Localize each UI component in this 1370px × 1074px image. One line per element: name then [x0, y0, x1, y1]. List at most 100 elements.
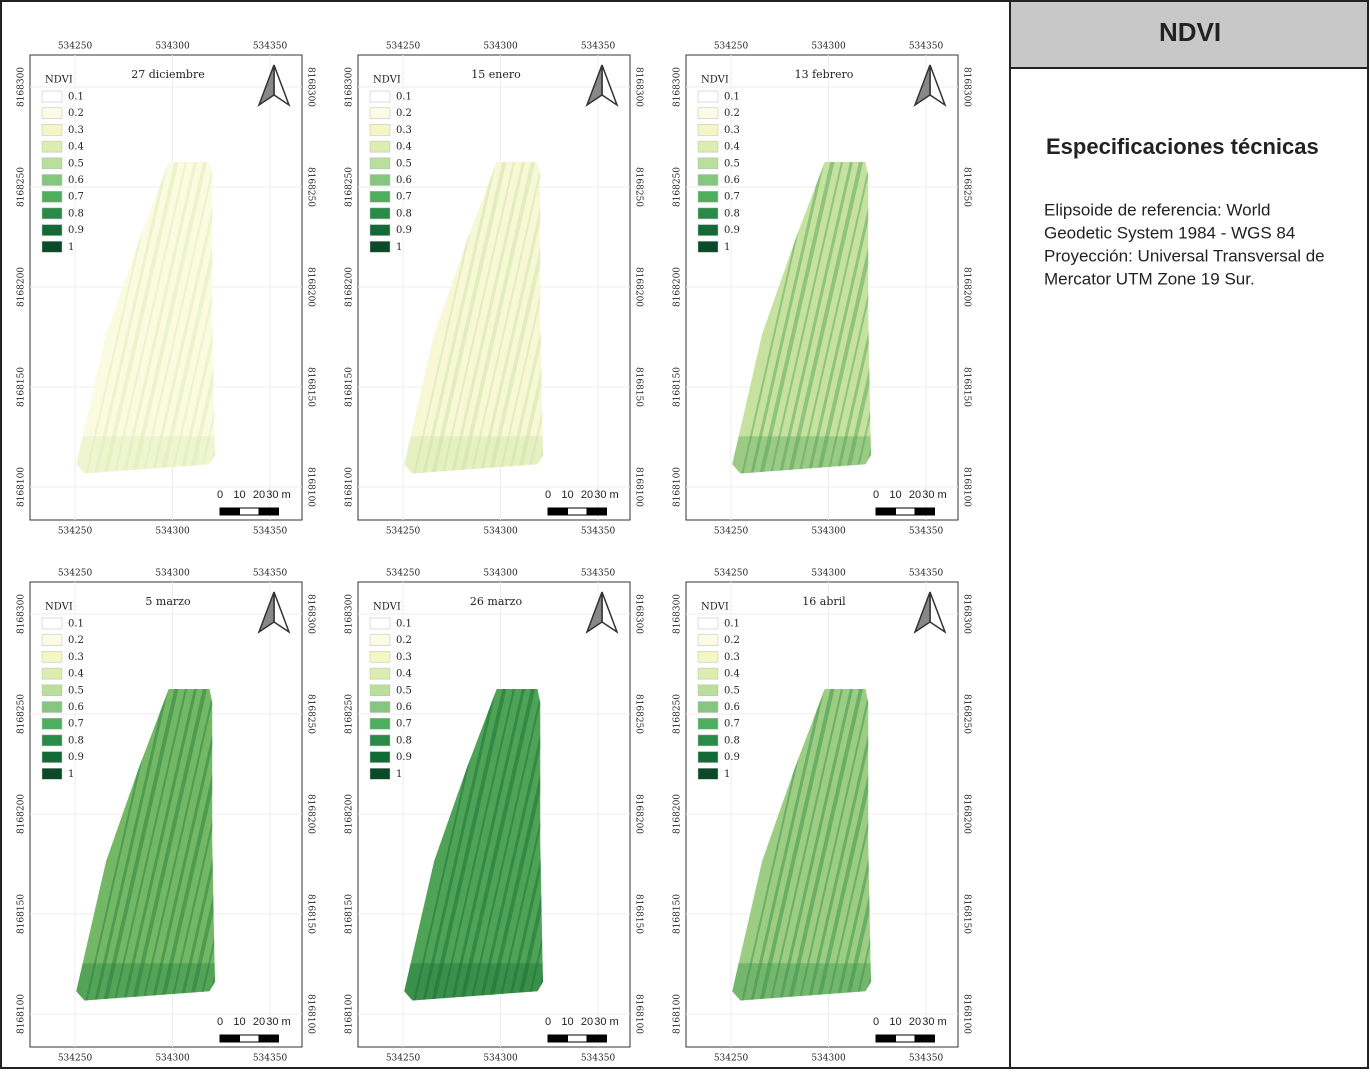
scale-label: 0 [873, 1016, 879, 1028]
legend-swatch [42, 208, 62, 219]
legend-swatch [698, 735, 718, 746]
legend-label: 0.2 [396, 108, 412, 119]
legend-label: 0.1 [68, 92, 84, 103]
scale-label: 10 [889, 489, 901, 501]
scale-label: 20 [909, 1016, 921, 1028]
header-title: NDVI [1159, 17, 1221, 47]
legend-swatch [370, 668, 390, 679]
x-coord-label: 534300 [483, 527, 518, 537]
y-coord-label: 8168250 [17, 694, 27, 734]
y-coord-label: 8168300 [345, 594, 355, 634]
legend-swatch [42, 141, 62, 152]
legend-label: 0.9 [724, 752, 740, 763]
y-coord-label: 8168200 [306, 267, 316, 307]
scale-label: 20 [909, 489, 921, 501]
legend-swatch [698, 158, 718, 169]
legend-swatch [370, 208, 390, 219]
y-coord-label: 8168100 [962, 994, 972, 1034]
scale-label: 0 [545, 489, 551, 501]
scale-label: 30 m [594, 1016, 618, 1028]
y-coord-label: 8168100 [345, 467, 355, 507]
legend-swatch [42, 651, 62, 662]
legend-swatch [42, 191, 62, 202]
scale-segment [220, 1035, 240, 1042]
y-coord-label: 8168150 [673, 367, 683, 407]
legend-swatch [42, 718, 62, 729]
x-coord-label: 534300 [811, 42, 846, 52]
page: NDVI Especificaciones técnicas Elipsoide… [0, 0, 1370, 1069]
legend-label: 0.2 [68, 108, 84, 119]
map-panel: 5342505342505343005343005343505343508168… [345, 569, 644, 1064]
legend-label: 0.8 [724, 208, 740, 219]
y-coord-label: 8168100 [634, 467, 644, 507]
legend-swatch [698, 685, 718, 696]
x-coord-label: 534350 [253, 569, 288, 579]
scale-label: 30 m [266, 1016, 290, 1028]
scale-label: 0 [873, 489, 879, 501]
y-coord-label: 8168150 [634, 894, 644, 934]
legend-swatch [42, 124, 62, 135]
y-coord-label: 8168200 [345, 267, 355, 307]
legend-label: 0.6 [396, 702, 412, 713]
scale-segment [548, 1035, 568, 1042]
legend-swatch [42, 668, 62, 679]
scale-label: 20 [253, 1016, 265, 1028]
scale-label: 30 m [266, 489, 290, 501]
x-coord-label: 534250 [58, 527, 93, 537]
specs-line: Proyección: Universal Transversal de [1044, 246, 1325, 265]
map-title: 27 diciembre [131, 68, 204, 81]
y-coord-label: 8168300 [634, 67, 644, 107]
y-coord-label: 8168250 [634, 694, 644, 734]
scale-label: 10 [561, 1016, 573, 1028]
legend-label: 1 [68, 242, 74, 253]
legend-label: 0.1 [396, 619, 412, 630]
scale-label: 20 [581, 489, 593, 501]
y-coord-label: 8168250 [962, 694, 972, 734]
map-title: 5 marzo [145, 595, 191, 608]
y-coord-label: 8168100 [673, 467, 683, 507]
legend-label: 0.3 [68, 125, 84, 136]
legend-title: NDVI [373, 75, 401, 86]
y-coord-label: 8168300 [962, 594, 972, 634]
y-coord-label: 8168250 [306, 694, 316, 734]
legend-swatch [698, 91, 718, 102]
scale-label: 10 [233, 489, 245, 501]
legend-label: 0.2 [724, 108, 740, 119]
legend-swatch [370, 141, 390, 152]
legend-label: 0.6 [724, 175, 740, 186]
legend-swatch [370, 618, 390, 629]
legend-label: 0.3 [396, 125, 412, 136]
legend-swatch [370, 241, 390, 252]
legend-swatch [370, 768, 390, 779]
legend-swatch [42, 225, 62, 236]
legend-title: NDVI [373, 602, 401, 613]
legend-label: 0.4 [68, 142, 84, 153]
legend-swatch [370, 175, 390, 186]
legend-swatch [370, 752, 390, 763]
scale-segment [259, 508, 279, 515]
scale-label: 30 m [922, 489, 946, 501]
y-coord-label: 8168200 [962, 794, 972, 834]
y-coord-label: 8168150 [17, 894, 27, 934]
scale-label: 20 [581, 1016, 593, 1028]
y-coord-label: 8168100 [673, 994, 683, 1034]
y-coord-label: 8168150 [673, 894, 683, 934]
legend-label: 0.1 [724, 92, 740, 103]
scale-segment [220, 508, 240, 515]
y-coord-label: 8168300 [306, 594, 316, 634]
y-coord-label: 8168100 [345, 994, 355, 1034]
x-coord-label: 534350 [909, 1054, 944, 1064]
legend-title: NDVI [701, 75, 729, 86]
legend-swatch [698, 635, 718, 646]
legend-label: 0.8 [68, 208, 84, 219]
y-coord-label: 8168200 [962, 267, 972, 307]
legend-swatch [42, 685, 62, 696]
x-coord-label: 534300 [483, 42, 518, 52]
scale-label: 10 [233, 1016, 245, 1028]
x-coord-label: 534350 [253, 1054, 288, 1064]
x-coord-label: 534250 [714, 569, 749, 579]
y-coord-label: 8168150 [306, 367, 316, 407]
scale-label: 10 [889, 1016, 901, 1028]
x-coord-label: 534300 [155, 569, 190, 579]
legend-swatch [698, 225, 718, 236]
